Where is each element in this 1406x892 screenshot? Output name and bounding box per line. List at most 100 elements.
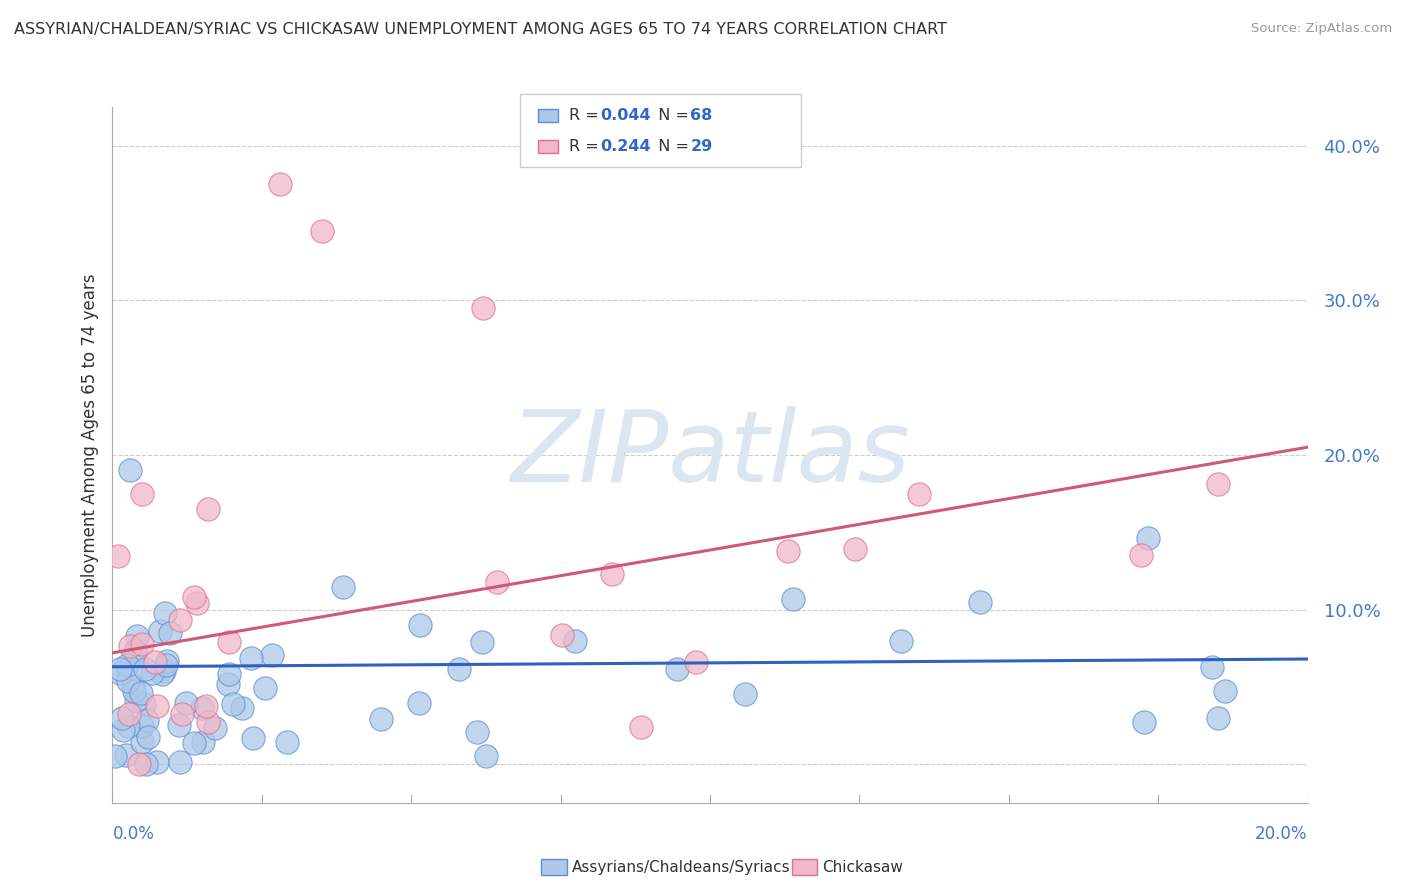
Point [153,664,176,678]
Point [183,590,205,604]
Point [118,639,141,653]
Point [260,648,283,662]
Point [630,720,652,734]
Text: 0.044: 0.044 [600,108,651,123]
Point [128,756,150,771]
Point [129,686,152,700]
Point [159,626,181,640]
Point [131,486,153,500]
Point [110,711,132,725]
Point [486,574,509,589]
Point [107,549,129,564]
Point [197,502,219,516]
Point [370,713,392,727]
Point [118,707,141,722]
Point [240,650,263,665]
Point [132,698,155,712]
Point [156,654,179,668]
Point [112,723,135,738]
Point [254,681,277,695]
Point [685,655,707,669]
Text: N =: N = [648,139,695,153]
Point [110,662,132,676]
Point [153,607,176,621]
Point [172,707,194,722]
Point [217,677,239,691]
Point [124,643,146,657]
Point [134,662,156,676]
Point [114,747,136,762]
Point [242,731,264,746]
Point [141,666,163,681]
Point [1206,477,1229,491]
Point [1201,660,1223,674]
Point [190,700,212,714]
Point [734,687,756,701]
Point [186,596,208,610]
Point [169,613,191,627]
Point [204,721,226,735]
Point [221,697,243,711]
Point [276,734,298,748]
Point [122,679,145,693]
Point [1130,549,1153,563]
Point [475,748,498,763]
Point [117,674,139,689]
Point [127,629,149,643]
Point [465,725,488,739]
Text: ASSYRIAN/CHALDEAN/SYRIAC VS CHICKASAW UNEMPLOYMENT AMONG AGES 65 TO 74 YEARS COR: ASSYRIAN/CHALDEAN/SYRIAC VS CHICKASAW UN… [14,22,948,37]
Point [600,566,623,581]
Point [969,595,991,609]
Point [108,666,131,681]
Point [332,581,354,595]
Point [908,486,931,500]
Y-axis label: Unemployment Among Ages 65 to 74 years: Unemployment Among Ages 65 to 74 years [80,273,98,637]
Point [134,756,156,771]
Point [183,736,205,750]
Point [1213,684,1236,698]
Text: 29: 29 [690,139,713,153]
Point [117,658,139,673]
Point [169,755,191,769]
Point [131,735,153,749]
Point [269,178,291,192]
Point [1137,531,1160,545]
Point [131,637,153,651]
Point [231,701,253,715]
Point [218,635,240,649]
Text: 68: 68 [690,108,713,123]
Point [191,735,214,749]
Point [176,696,198,710]
Point [197,715,219,730]
Point [311,224,333,238]
Point [136,730,159,744]
Point [472,301,495,315]
Point [782,591,804,606]
Text: ZIPatlas: ZIPatlas [510,407,910,503]
Point [167,718,190,732]
Point [120,463,142,477]
Point [125,694,148,708]
Point [550,628,572,642]
Point [218,667,240,681]
Text: Source: ZipAtlas.com: Source: ZipAtlas.com [1251,22,1392,36]
Point [776,543,799,558]
Point [449,662,471,676]
Point [564,634,586,648]
Point [155,657,177,672]
Point [150,667,173,681]
Text: Chickasaw: Chickasaw [823,860,904,874]
Point [117,719,139,733]
Text: 20.0%: 20.0% [1256,825,1308,843]
Text: R =: R = [569,139,605,153]
Point [194,699,217,714]
Point [124,647,146,661]
Point [104,748,127,763]
Point [471,634,494,648]
Point [890,634,912,648]
Point [135,713,157,727]
Text: R =: R = [569,108,605,123]
Text: 0.244: 0.244 [600,139,651,153]
Point [149,624,172,639]
Point [665,662,688,676]
